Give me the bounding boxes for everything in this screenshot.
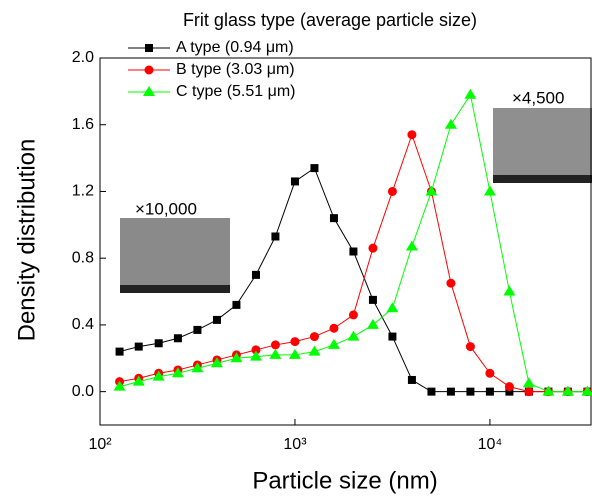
sem-image-bar [493,175,592,183]
marker [310,332,319,341]
marker [447,388,455,396]
marker [135,343,143,351]
marker [466,342,475,351]
annotation: ×4,500 [512,88,564,107]
marker [485,369,494,378]
marker [252,271,260,279]
legend-marker [143,86,155,96]
marker [310,164,318,172]
marker [250,351,262,361]
marker [269,349,281,359]
x-axis-label: Particle size (nm) [252,467,437,494]
marker [271,232,279,240]
marker [368,244,377,253]
marker [466,388,474,396]
y-tick-label: 0.0 [72,383,94,400]
marker [174,334,182,342]
marker [408,376,416,384]
sem-image-bar [120,285,230,293]
marker [349,310,358,319]
marker [445,119,457,129]
legend-title: Frit glass type (average particle size) [183,10,477,30]
y-tick-label: 0.4 [72,316,94,333]
marker [349,248,357,256]
marker [503,286,515,296]
x-tick-label: 10³ [283,436,307,453]
marker [155,339,163,347]
sem-image [120,218,230,293]
legend-label: A type (0.94 μm) [176,39,294,56]
annotation: ×10,000 [135,199,197,218]
marker [330,214,338,222]
marker [193,326,201,334]
marker [213,316,221,324]
marker [427,388,435,396]
marker [329,324,338,333]
marker [486,388,494,396]
marker [523,377,535,387]
marker [290,337,299,346]
legend-label: B type (3.03 μm) [176,61,295,78]
y-axis-label: Density distribution [13,139,40,342]
y-tick-label: 1.2 [72,183,94,200]
legend-marker [145,44,153,52]
marker [505,382,514,391]
legend-label: C type (5.51 μm) [176,83,295,100]
marker [464,89,476,99]
y-tick-label: 1.6 [72,116,94,133]
marker [271,340,280,349]
marker [388,333,396,341]
x-tick-label: 10² [88,436,112,453]
marker [406,241,418,251]
y-tick-label: 2.0 [72,49,94,66]
y-tick-label: 0.8 [72,249,94,266]
marker [388,187,397,196]
legend-marker [145,66,154,75]
sem-image [493,108,592,183]
marker [407,130,416,139]
marker [328,339,340,349]
marker [116,348,124,356]
marker [291,177,299,185]
marker [386,302,398,312]
marker [369,296,377,304]
marker [367,319,379,329]
chart: Frit glass type (average particle size) … [0,0,592,497]
x-tick-label: 10⁴ [478,436,503,453]
marker [232,301,240,309]
marker [446,279,455,288]
marker [484,185,496,195]
marker [524,387,533,396]
marker [347,331,359,341]
